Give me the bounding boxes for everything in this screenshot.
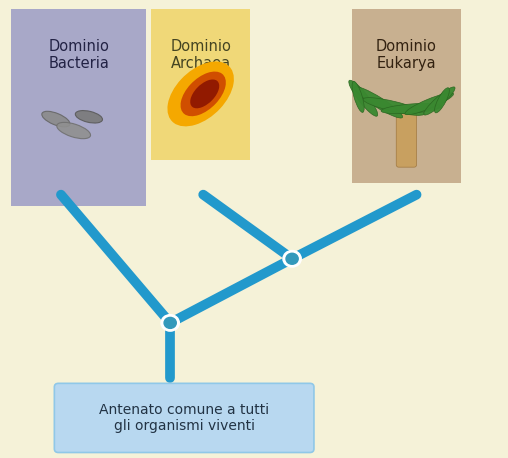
Ellipse shape xyxy=(42,111,70,127)
Ellipse shape xyxy=(168,61,234,126)
FancyBboxPatch shape xyxy=(396,108,417,167)
Ellipse shape xyxy=(363,98,424,115)
Circle shape xyxy=(286,253,298,264)
Circle shape xyxy=(161,315,179,331)
Text: Dominio
Bacteria: Dominio Bacteria xyxy=(48,39,109,71)
Ellipse shape xyxy=(352,82,364,112)
Text: Antenato comune a tutti
gli organismi viventi: Antenato comune a tutti gli organismi vi… xyxy=(99,403,269,433)
Ellipse shape xyxy=(75,110,103,123)
Ellipse shape xyxy=(190,80,219,108)
Ellipse shape xyxy=(354,87,403,118)
FancyBboxPatch shape xyxy=(54,383,314,453)
Circle shape xyxy=(283,251,301,267)
Circle shape xyxy=(164,317,176,328)
Ellipse shape xyxy=(424,87,455,115)
Ellipse shape xyxy=(349,80,377,116)
Ellipse shape xyxy=(180,71,226,116)
FancyBboxPatch shape xyxy=(352,9,461,183)
FancyBboxPatch shape xyxy=(11,9,146,206)
Text: Dominio
Eukarya: Dominio Eukarya xyxy=(376,39,437,71)
Ellipse shape xyxy=(57,122,90,139)
FancyBboxPatch shape xyxy=(151,9,250,160)
Ellipse shape xyxy=(381,104,442,114)
Text: Dominio
Archaea: Dominio Archaea xyxy=(170,39,231,71)
Ellipse shape xyxy=(405,93,454,114)
Ellipse shape xyxy=(434,88,450,113)
